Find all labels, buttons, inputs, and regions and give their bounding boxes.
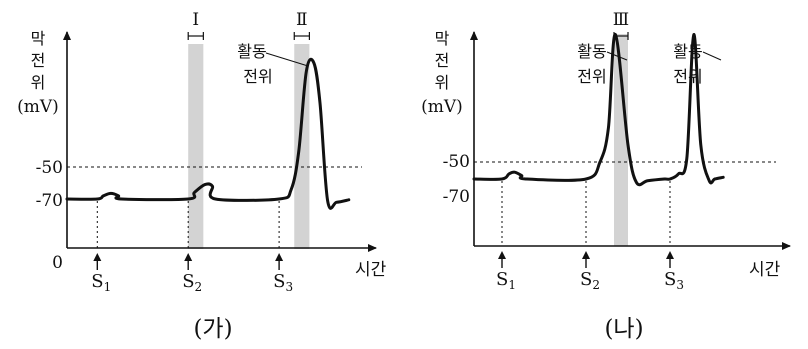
stimulus-label-na-0: S1	[496, 269, 516, 292]
interval-band-ga-1	[294, 44, 310, 249]
ylabel-ga-line-1: 막	[31, 29, 46, 48]
y-tick-label-ga-neg70: -70	[36, 191, 63, 211]
annotation-ga-line-1: 활동	[237, 42, 266, 61]
stimuli-ga: S1 S2 S3	[91, 201, 293, 294]
y-tick-label-ga-neg50: -50	[36, 158, 63, 178]
annotation-leader-na-1	[606, 51, 628, 61]
origin-label-ga: 0	[52, 253, 63, 273]
stimulus-label-na-1: S2	[580, 269, 600, 292]
stimulus-label-na-2: S3	[664, 269, 684, 292]
ylabel-na-line-1: 막	[435, 29, 450, 48]
xlabel-ga: 시간	[355, 260, 387, 280]
stimulus-arrowhead-na-0	[498, 251, 506, 259]
ylabel-na-unit: (mV)	[421, 97, 463, 117]
ylabel-ga-unit: (mV)	[17, 97, 59, 117]
stimulus-label-ga-2: S3	[273, 271, 293, 294]
ylabel-ga-line-2: 전	[31, 51, 46, 70]
xlabel-na: 시간	[749, 260, 781, 280]
annotation-na-2-line-1: 활동	[673, 42, 702, 61]
intervals-na: Ⅲ	[613, 10, 629, 246]
interval-band-ga-0	[188, 44, 204, 249]
stimulus-arrowhead-ga-0	[93, 253, 102, 261]
annotation-leader-na-2	[702, 51, 722, 61]
ylabel-ga-line-3: 위	[31, 73, 46, 92]
stimuli-na: S1 S2 S3	[496, 181, 684, 292]
membrane-potential-curve-ga	[65, 57, 351, 210]
interval-band-na-0	[614, 34, 628, 246]
ylabel-na-line-3: 위	[435, 73, 450, 92]
annotation-leader-ga	[265, 52, 309, 67]
annotation-na-1-line-1: 활동	[577, 42, 606, 61]
y-tick-label-na-neg50: -50	[443, 152, 470, 172]
panel-label-ga: (가)	[193, 316, 232, 342]
stimulus-arrowhead-ga-2	[275, 253, 284, 261]
stimulus-arrowhead-na-2	[666, 251, 674, 259]
interval-label-ga-1: Ⅱ	[296, 10, 308, 30]
y-tick-label-na-neg70: -70	[443, 187, 470, 207]
panel-label-na: (나)	[604, 316, 643, 342]
interval-label-ga-0: Ⅰ	[192, 10, 199, 30]
annotation-na-1-line-2: 전위	[577, 67, 606, 86]
ylabel-na-line-2: 전	[435, 51, 450, 70]
panel-na: Ⅲ 막 전 위 (mV) -50 -70 시간 S1 S2 S3 활동 전위 활동 …	[421, 10, 791, 342]
stimulus-label-ga-0: S1	[91, 271, 111, 294]
membrane-potential-curve-na	[472, 32, 725, 187]
stimulus-arrowhead-ga-1	[184, 253, 193, 261]
annotation-na-2-line-2: 전위	[673, 67, 702, 86]
stimulus-arrowhead-na-1	[582, 251, 590, 259]
interval-label-na-0: Ⅲ	[613, 10, 629, 30]
annotation-ga-line-2: 전위	[243, 67, 272, 86]
stimulus-label-ga-1: S2	[182, 271, 202, 294]
